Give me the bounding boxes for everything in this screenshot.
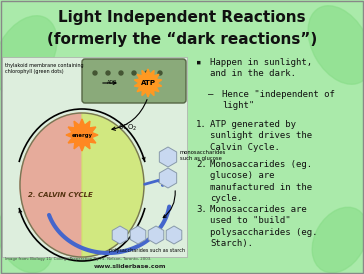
Text: monosaccharides
such as glucose: monosaccharides such as glucose [180,150,226,161]
FancyBboxPatch shape [82,59,186,103]
Polygon shape [66,119,98,151]
Text: 2. CALVIN CYCLE: 2. CALVIN CYCLE [28,192,92,198]
FancyArrowPatch shape [142,157,145,160]
Text: www.sliderbase.com: www.sliderbase.com [94,264,166,269]
Text: 3.: 3. [196,205,207,214]
Ellipse shape [93,71,97,75]
Ellipse shape [308,6,364,84]
Ellipse shape [132,71,136,75]
FancyArrowPatch shape [163,191,175,218]
Ellipse shape [0,16,57,94]
Polygon shape [20,113,82,257]
Text: energy: energy [72,133,92,138]
Text: ATP generated by
sunlight drives the
Calvin Cycle.: ATP generated by sunlight drives the Cal… [210,120,312,152]
FancyArrowPatch shape [145,175,172,184]
FancyBboxPatch shape [2,57,187,257]
Text: Happen in sunlight,
and in the dark.: Happen in sunlight, and in the dark. [210,58,312,78]
Ellipse shape [158,71,162,75]
Text: polysaccharides such as starch: polysaccharides such as starch [109,248,185,253]
Text: ADP: ADP [107,81,117,85]
FancyArrowPatch shape [19,210,22,213]
Ellipse shape [0,207,53,273]
Text: 2.: 2. [196,160,207,169]
FancyArrowPatch shape [103,82,116,84]
Text: Hence "independent of
light": Hence "independent of light" [222,90,335,110]
Text: Image from: Biology 11: College Preparation Pg 74. Nelson, Toronto, 2003.: Image from: Biology 11: College Preparat… [5,257,151,261]
Polygon shape [134,69,162,97]
Text: ATP: ATP [141,80,155,86]
Text: Light Independent Reactions: Light Independent Reactions [58,10,306,25]
Text: ▪: ▪ [196,58,201,67]
Ellipse shape [119,71,123,75]
Ellipse shape [312,207,364,273]
Text: 6CO$_2$: 6CO$_2$ [118,123,138,133]
Text: 1.: 1. [196,120,207,129]
Polygon shape [82,113,144,257]
Ellipse shape [145,71,149,75]
Text: Monosaccarides (eg.
glucose) are
manufactured in the
cycle.: Monosaccarides (eg. glucose) are manufac… [210,160,312,203]
Text: –: – [208,90,213,99]
Text: thylakoid membrane containing
chlorophyll (green dots): thylakoid membrane containing chlorophyl… [5,63,84,74]
Text: (formerly the “dark reactions”): (formerly the “dark reactions”) [47,32,317,47]
Ellipse shape [106,71,110,75]
FancyArrowPatch shape [112,99,147,130]
Text: Monosaccarides are
used to "build"
polysaccharides (eg.
Starch).: Monosaccarides are used to "build" polys… [210,205,317,248]
